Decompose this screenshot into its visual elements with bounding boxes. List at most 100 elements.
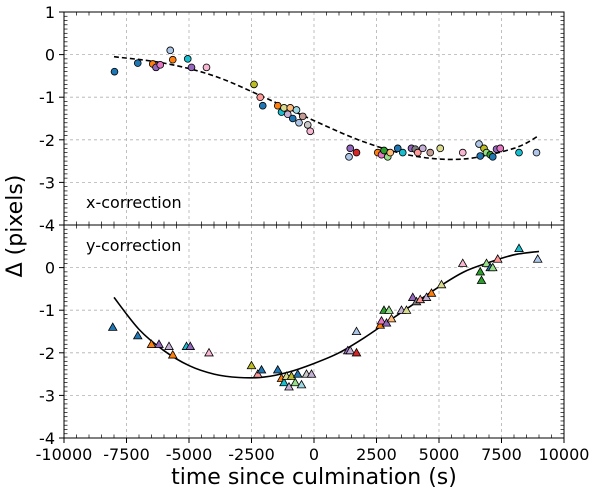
data-point [457,258,468,267]
data-point [107,322,118,331]
x-tick-label: 5000 [419,445,460,464]
data-point [204,347,214,357]
x-axis-label: time since culmination (s) [171,465,457,489]
data-point [292,106,301,114]
data-point [185,341,196,350]
data-point [288,114,297,123]
data-point [436,144,445,153]
data-point [532,254,543,263]
data-point [164,341,174,350]
data-point [187,63,196,72]
data-point [290,377,301,387]
data-point [496,144,505,153]
data-point [487,262,498,272]
x-tick-label: -2500 [228,445,275,464]
data-point [296,379,307,389]
data-point [380,146,388,155]
x-axis-ticks: -10000 -7500 -5000 -2500 0 2500 5000 7500 10000 [36,438,590,464]
y-tick-label: -2 [39,131,55,150]
x-tick-label: -5000 [166,445,213,464]
data-point [156,61,165,69]
data-point [386,313,397,323]
y-tick-label: -4 [39,216,55,235]
top-minor-ticks [64,12,564,225]
data-point [436,279,447,289]
data-point [258,101,267,110]
data-point [413,148,422,157]
data-point [246,360,257,370]
data-point [306,127,315,136]
data-point [386,148,395,157]
data-point [183,55,192,63]
data-point [458,148,467,157]
data-point [398,148,407,157]
data-point [154,339,164,348]
y-tick-label: 0 [45,46,55,65]
x-correction-label: x-correction [86,193,182,212]
data-point [292,369,303,378]
y-tick-label: -3 [39,173,55,192]
data-point [514,243,524,252]
y-correction-label: y-correction [86,236,181,255]
data-point [418,144,427,153]
data-point [351,326,362,336]
data-point [345,345,356,355]
x-correction-points [110,46,541,161]
data-point [167,349,178,359]
data-point [306,369,317,378]
y-correction-fit-curve [113,250,540,379]
data-point [401,305,412,314]
data-point [352,148,361,157]
data-point [376,315,387,325]
data-point [346,144,355,153]
y-tick-label: -3 [39,386,55,405]
data-point [279,377,289,387]
x-tick-label: -10000 [36,445,93,464]
data-point [384,305,394,314]
data-point [273,101,282,110]
data-point [284,381,294,391]
x-tick-label: 10000 [539,445,590,464]
x-correction-panel: 1 0 -1 -2 -3 -4 x-correction [39,3,565,235]
data-point [303,121,312,129]
y-tick-label: -2 [39,344,55,363]
data-point [256,93,265,101]
data-point [476,275,487,284]
x-tick-label: 7500 [481,445,522,464]
data-point [426,148,435,157]
data-point [256,364,267,374]
top-y-ticks: 1 0 -1 -2 -3 -4 [39,3,64,235]
data-point [280,104,288,112]
data-point [481,258,492,267]
y-tick-label: -1 [39,301,55,320]
data-point [133,59,142,67]
data-point [202,63,211,72]
data-point [250,80,258,89]
data-point [168,55,177,64]
y-tick-label: -1 [39,88,55,107]
y-correction-panel: 0 -1 -2 -3 -4 -10000 -7500 -5000 -2500 0 2500 5000… [36,224,590,464]
bottom-y-ticks: 0 -1 -2 -3 -4 [39,259,64,448]
bottom-minor-ticks [64,225,564,438]
data-point [298,112,307,121]
data-point [166,46,175,55]
x-tick-label: 2500 [356,445,397,464]
y-correction-points [107,243,543,391]
data-point [515,148,523,157]
x-tick-label: 0 [309,445,319,464]
data-point [476,152,485,160]
data-point [252,369,263,378]
data-point [426,288,437,297]
data-point [146,339,157,348]
data-point [421,292,432,301]
data-point [393,144,402,153]
y-tick-label: 1 [45,3,55,22]
y-tick-label: -4 [39,429,55,448]
data-point [132,330,143,340]
data-point [351,347,362,357]
data-point [475,140,483,148]
data-point [286,104,295,112]
data-point [532,148,541,157]
data-point [345,153,353,161]
